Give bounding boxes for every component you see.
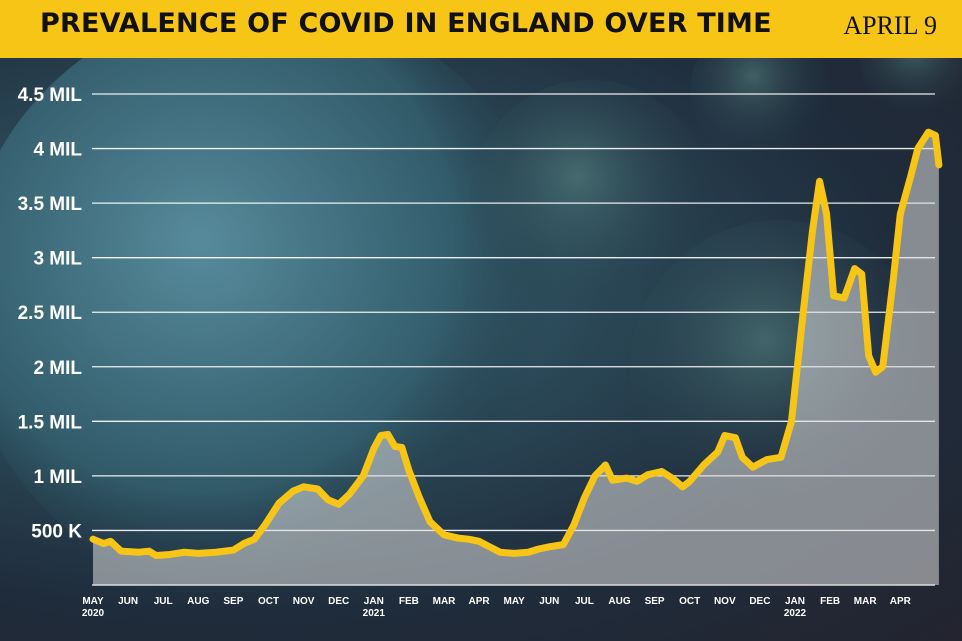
virus-large-shape [0,0,560,600]
y-tick-label: 2 MIL [33,358,82,379]
x-tick-label: AUG [187,596,209,607]
x-tick-label: SEP [645,596,665,607]
x-tick-label: FEB [820,596,840,607]
x-tick-label: SEP [223,596,243,607]
x-tick-label: JAN [785,596,805,607]
x-tick-label: NOV [714,596,736,607]
x-tick-label: OCT [679,596,700,607]
y-tick-label: 3 MIL [33,249,82,270]
x-tick-label: JUL [575,596,594,607]
x-tick-label: JUN [118,596,138,607]
x-tick-year-label: 2020 [82,608,105,619]
x-tick-label: MAR [854,596,878,607]
title-banner: PREVALENCE OF COVID IN ENGLAND OVER TIME… [0,0,962,58]
y-tick-label: 4 MIL [33,140,82,161]
y-tick-label: 1.5 MIL [18,412,83,433]
x-tick-label: MAR [433,596,457,607]
x-tick-label: AUG [608,596,630,607]
series-area [93,132,939,585]
x-tick-label: MAY [82,596,104,607]
x-tick-label: OCT [258,596,279,607]
y-tick-label: 3.5 MIL [18,194,83,215]
x-tick-label: JUL [154,596,173,607]
x-tick-label: APR [469,596,491,607]
x-tick-label: JAN [364,596,384,607]
x-tick-label: NOV [293,596,315,607]
y-tick-label: 1 MIL [33,467,82,488]
x-tick-label: JUN [539,596,559,607]
series-line [89,128,943,560]
y-tick-label: 500 K [31,521,82,542]
x-tick-label: DEC [328,596,349,607]
date-label: APRIL 9 [843,11,937,40]
x-tick-label: MAY [504,596,526,607]
x-tick-year-label: 2021 [363,608,386,619]
virus-medium-shape [470,80,710,320]
y-tick-label: 4.5 MIL [18,85,83,106]
x-tick-label: APR [890,596,912,607]
chart-title: PREVALENCE OF COVID IN ENGLAND OVER TIME [40,8,772,39]
x-tick-label: FEB [399,596,419,607]
y-tick-label: 2.5 MIL [18,303,83,324]
y-axis: 500 K 1 MIL 1.5 MIL 2 MIL 2.5 MIL 3 MIL 3.5 MI… [18,85,83,542]
x-tick-year-label: 2022 [784,608,807,619]
x-tick-label: DEC [749,596,770,607]
